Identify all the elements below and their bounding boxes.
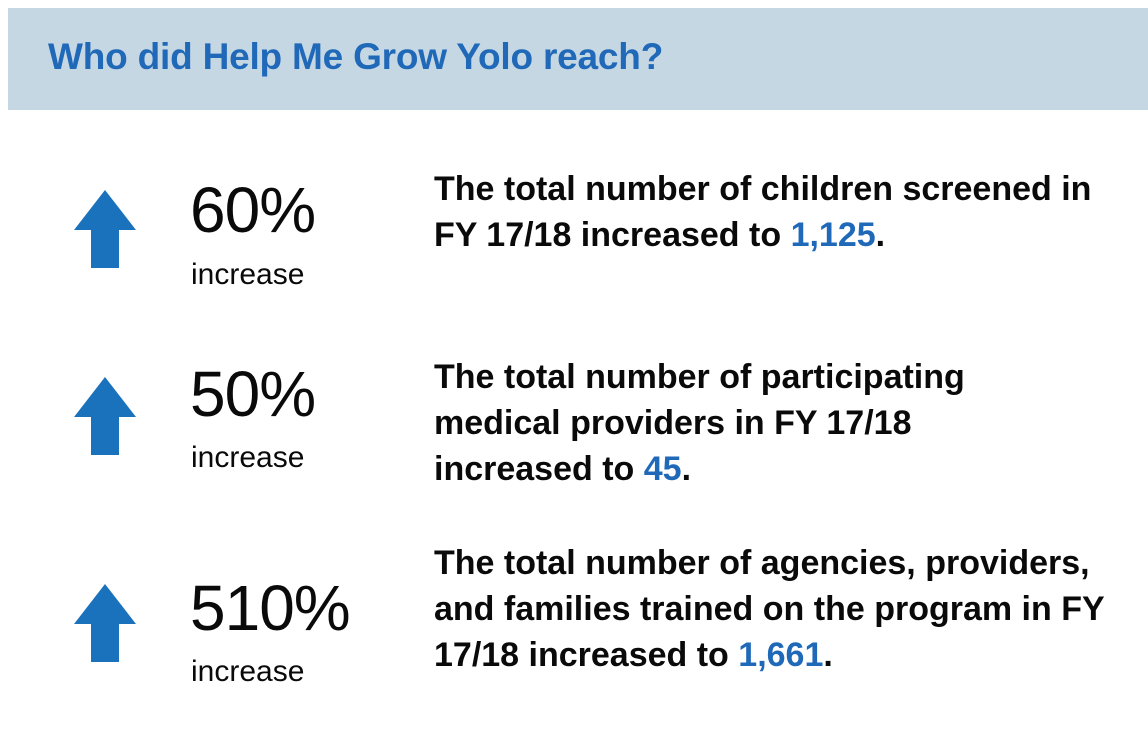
stat-suffix: increase [191,655,305,688]
stat-percent: 510% [190,572,351,644]
stat-description: The total number of children screened in… [434,166,1094,258]
page-title: Who did Help Me Grow Yolo reach? [48,36,664,77]
header-banner: Who did Help Me Grow Yolo reach? [8,8,1148,110]
stat-text: The total number of participating medica… [434,358,965,488]
stat-percent: 60% [190,174,316,246]
stat-percent: 50% [190,358,316,430]
arrow-up-icon [74,377,136,455]
stat-description: The total number of agencies, providers,… [434,540,1134,678]
stat-suffix: increase [191,441,305,474]
stat-highlight-value: 45 [643,450,682,488]
stat-text: The total number of agencies, providers,… [434,544,1105,674]
stat-highlight-value: 1,661 [738,636,824,674]
stat-text-end: . [875,216,886,254]
stat-highlight-value: 1,125 [790,216,876,254]
stat-suffix: increase [191,258,305,291]
stat-text-end: . [681,450,692,488]
stat-text-end: . [823,636,833,674]
arrow-up-icon [74,584,136,662]
stat-text: The total number of children screened in… [434,170,1092,254]
stat-description: The total number of participating medica… [434,354,1064,492]
arrow-up-icon [74,190,136,268]
